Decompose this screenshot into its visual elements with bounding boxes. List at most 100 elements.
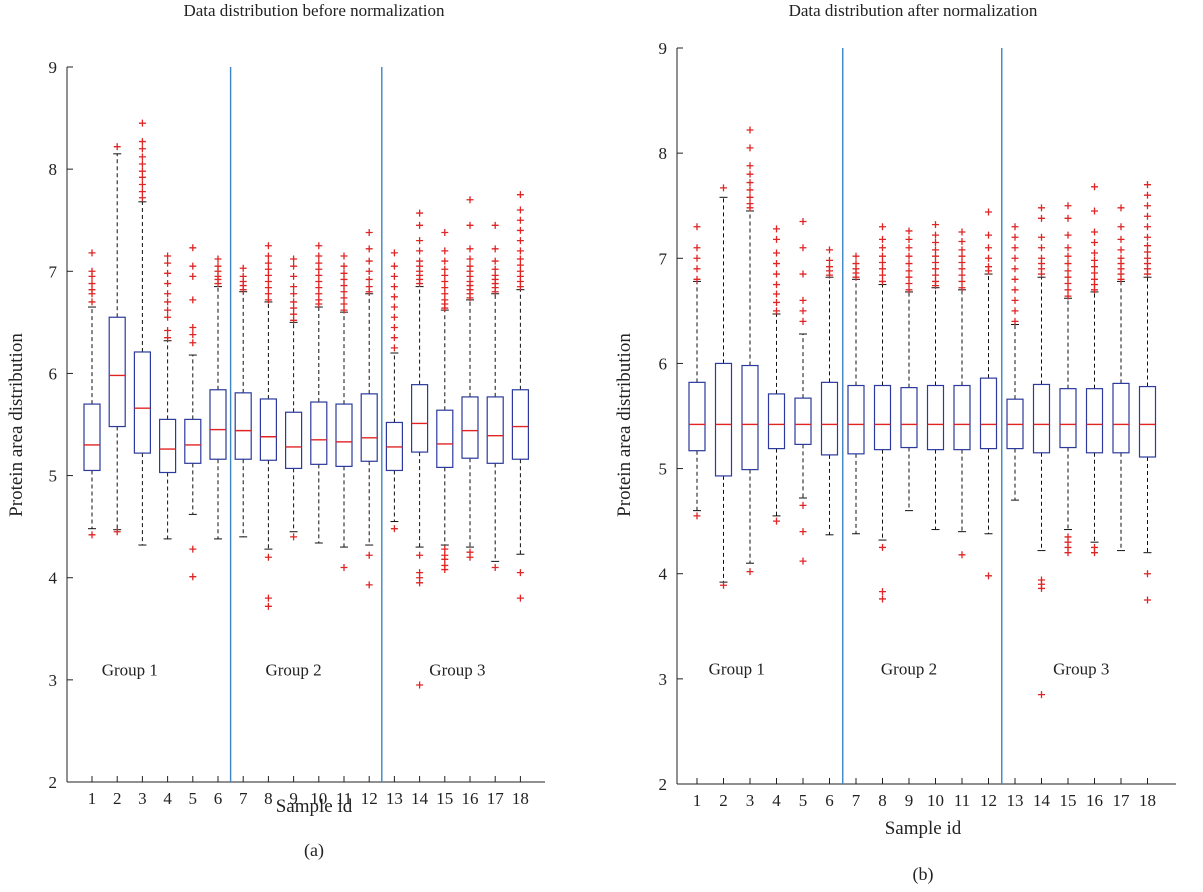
y-tick-label: 3 bbox=[659, 670, 668, 689]
box-sample-7 bbox=[847, 252, 865, 535]
box-sample-5 bbox=[794, 217, 812, 565]
x-tick-label: 1 bbox=[88, 789, 97, 808]
box-sample-3 bbox=[741, 126, 759, 576]
outlier-point bbox=[1011, 265, 1019, 273]
outlier-point bbox=[416, 681, 424, 689]
outlier-point bbox=[365, 228, 373, 236]
outlier-point bbox=[290, 255, 298, 263]
outlier-point bbox=[826, 263, 833, 271]
x-tick-label: 6 bbox=[825, 791, 834, 810]
outlier-point bbox=[264, 602, 272, 610]
outlier-point bbox=[365, 257, 373, 265]
outlier-point bbox=[466, 221, 474, 229]
outlier-point bbox=[365, 581, 373, 589]
outlier-point bbox=[315, 278, 323, 285]
box-sample-5 bbox=[184, 244, 202, 581]
outlier-point bbox=[932, 246, 939, 254]
outlier-point bbox=[164, 269, 172, 277]
outlier-point bbox=[1091, 543, 1098, 551]
outlier-point bbox=[985, 254, 992, 262]
x-tick-label: 5 bbox=[799, 791, 808, 810]
x-tick-label: 14 bbox=[1033, 791, 1051, 810]
outlier-point bbox=[138, 145, 146, 153]
outlier-point bbox=[416, 247, 424, 255]
y-tick-label: 4 bbox=[49, 569, 58, 588]
outlier-point bbox=[1064, 292, 1072, 300]
outlier-point bbox=[315, 259, 323, 267]
box-sample-3 bbox=[133, 119, 151, 546]
y-tick-label: 2 bbox=[659, 775, 668, 794]
y-tick-label: 2 bbox=[49, 773, 58, 792]
panel-b-label: (b) bbox=[913, 864, 934, 885]
x-tick-label: 6 bbox=[214, 789, 223, 808]
box-iqr bbox=[714, 362, 733, 477]
group-label: Group 2 bbox=[265, 661, 321, 680]
outlier-point bbox=[958, 277, 966, 285]
outlier-point bbox=[441, 551, 449, 559]
outlier-point bbox=[264, 242, 272, 250]
outlier-point bbox=[958, 284, 966, 292]
box-sample-10 bbox=[310, 242, 328, 544]
outlier-point bbox=[799, 244, 807, 252]
x-tick-label: 2 bbox=[113, 789, 122, 808]
box-iqr bbox=[108, 316, 126, 428]
box-sample-12 bbox=[979, 208, 998, 580]
outlier-point bbox=[164, 327, 172, 335]
outlier-point bbox=[1144, 254, 1151, 262]
outlier-point bbox=[516, 261, 524, 269]
outlier-point bbox=[315, 271, 323, 279]
outlier-point bbox=[189, 296, 197, 304]
outlier-point bbox=[290, 310, 298, 318]
box-sample-18 bbox=[1138, 181, 1157, 604]
outlier-point bbox=[164, 334, 172, 342]
outlier-point bbox=[1011, 233, 1019, 241]
outlier-point bbox=[340, 262, 348, 270]
outlier-point bbox=[138, 119, 146, 127]
outlier-point bbox=[390, 283, 398, 291]
outlier-point bbox=[985, 244, 992, 252]
outlier-point bbox=[365, 283, 373, 291]
box-sample-1 bbox=[688, 223, 706, 520]
outlier-point bbox=[340, 300, 348, 308]
outlier-point bbox=[1011, 317, 1019, 325]
y-tick-label: 9 bbox=[49, 58, 58, 77]
box-iqr bbox=[979, 377, 998, 450]
outlier-point bbox=[773, 225, 780, 233]
outlier-point bbox=[879, 258, 886, 266]
x-tick-label: 7 bbox=[239, 789, 248, 808]
outlier-point bbox=[239, 272, 247, 280]
box-sample-17 bbox=[486, 221, 504, 571]
box-iqr bbox=[234, 392, 252, 460]
box-sample-4 bbox=[159, 252, 177, 540]
outlier-point bbox=[214, 262, 222, 270]
y-tick-label: 6 bbox=[49, 364, 58, 383]
box-iqr bbox=[873, 384, 892, 451]
outlier-point bbox=[773, 307, 780, 315]
outlier-point bbox=[239, 264, 247, 272]
panel-a-xlabel: Sample id bbox=[276, 796, 353, 817]
outlier-point bbox=[164, 290, 172, 298]
outlier-point bbox=[290, 316, 298, 324]
outlier-point bbox=[138, 138, 146, 146]
outlier-point bbox=[138, 180, 146, 188]
x-tick-label: 15 bbox=[436, 789, 453, 808]
outlier-point bbox=[932, 271, 939, 279]
outlier-point bbox=[905, 286, 913, 294]
outlier-point bbox=[1038, 576, 1045, 584]
x-tick-label: 13 bbox=[1007, 791, 1024, 810]
outlier-point bbox=[932, 265, 939, 273]
panel-a-ylabel: Protein area distribution bbox=[6, 333, 27, 517]
outlier-point bbox=[441, 296, 449, 304]
outlier-point bbox=[466, 196, 474, 204]
outlier-point bbox=[879, 252, 886, 260]
x-tick-label: 9 bbox=[289, 789, 298, 808]
outlier-point bbox=[491, 564, 499, 571]
outlier-point bbox=[1064, 533, 1072, 541]
outlier-point bbox=[693, 265, 701, 273]
outlier-point bbox=[985, 231, 992, 239]
outlier-point bbox=[693, 254, 701, 262]
outlier-point bbox=[879, 223, 886, 231]
outlier-point bbox=[1144, 181, 1151, 189]
outlier-point bbox=[290, 290, 298, 298]
